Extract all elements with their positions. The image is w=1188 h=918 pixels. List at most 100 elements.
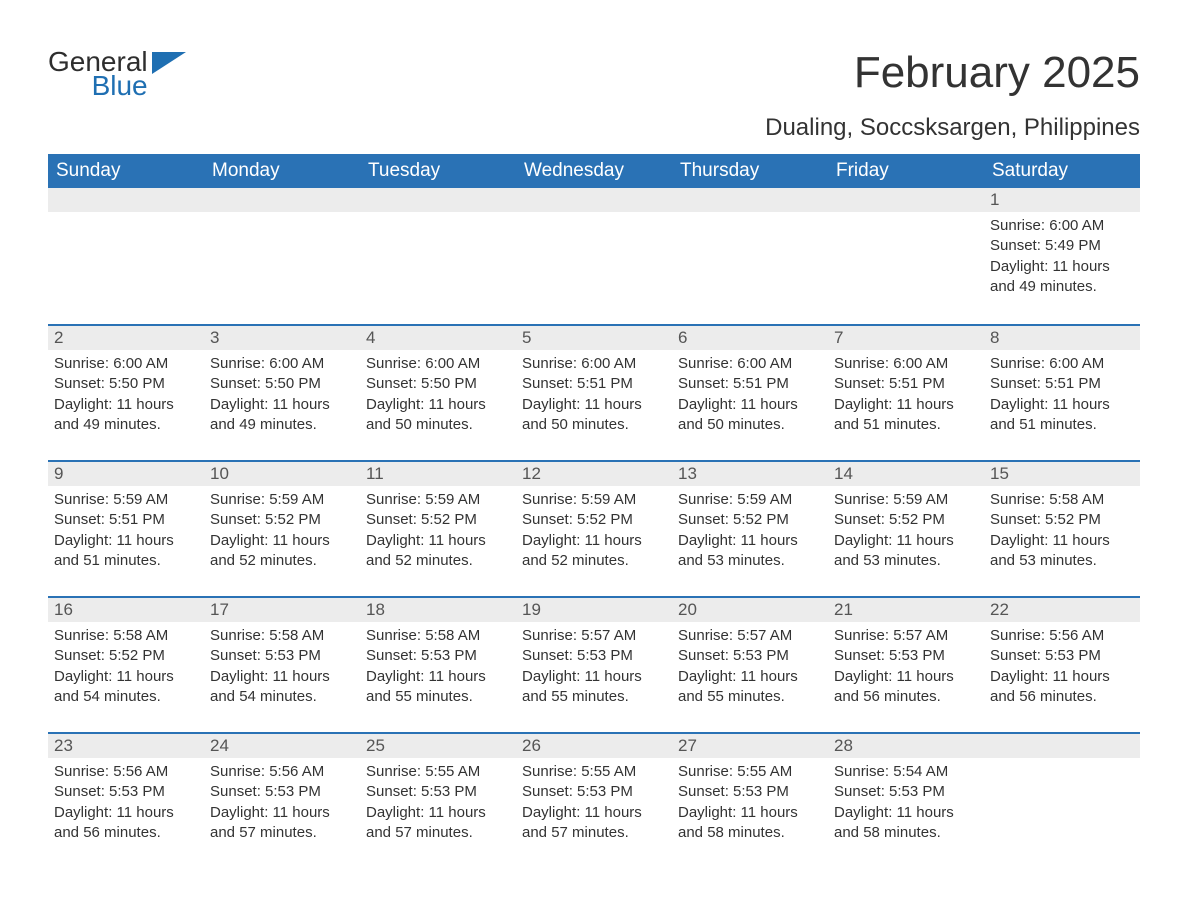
day-number: 7: [828, 326, 984, 350]
day-number: 26: [516, 734, 672, 758]
sunset-text: Sunset: 5:52 PM: [366, 510, 510, 530]
day-number: 16: [48, 598, 204, 622]
calendar-day: [204, 188, 360, 324]
calendar-day: 19 Sunrise: 5:57 AMSunset: 5:53 PMDayligh…: [516, 598, 672, 732]
sunrise-text: Sunrise: 5:57 AM: [678, 626, 822, 646]
sunset-text: Sunset: 5:52 PM: [54, 646, 198, 666]
daylight-text: Daylight: 11 hours and 49 minutes.: [54, 395, 198, 436]
sunrise-text: Sunrise: 5:58 AM: [54, 626, 198, 646]
sunrise-text: Sunrise: 5:57 AM: [522, 626, 666, 646]
day-number: [204, 188, 360, 212]
sunset-text: Sunset: 5:50 PM: [54, 374, 198, 394]
daylight-text: Daylight: 11 hours and 53 minutes.: [678, 531, 822, 572]
daylight-text: Daylight: 11 hours and 52 minutes.: [210, 531, 354, 572]
sunset-text: Sunset: 5:53 PM: [678, 646, 822, 666]
sunset-text: Sunset: 5:53 PM: [522, 646, 666, 666]
calendar-day: 27Sunrise: 5:55 AMSunset: 5:53 PMDayligh…: [672, 734, 828, 868]
daylight-text: Daylight: 11 hours and 52 minutes.: [522, 531, 666, 572]
day-number: 1: [984, 188, 1140, 212]
calendar-day: 16Sunrise: 5:58 AMSunset: 5:52 PMDayligh…: [48, 598, 204, 732]
sunset-text: Sunset: 5:52 PM: [210, 510, 354, 530]
day-number: 21: [828, 598, 984, 622]
sunrise-text: Sunrise: 6:00 AM: [834, 354, 978, 374]
day-body: Sunrise: 6:00 AMSunset: 5:50 PMDaylight:…: [204, 350, 360, 445]
day-body: [204, 212, 360, 226]
weekday-label: Friday: [828, 154, 984, 188]
sunrise-text: Sunrise: 5:59 AM: [210, 490, 354, 510]
day-body: Sunrise: 6:00 AMSunset: 5:50 PMDaylight:…: [48, 350, 204, 445]
sunset-text: Sunset: 5:52 PM: [990, 510, 1134, 530]
day-body: Sunrise: 5:55 AMSunset: 5:53 PMDaylight:…: [360, 758, 516, 853]
calendar-day: 6Sunrise: 6:00 AMSunset: 5:51 PMDaylight…: [672, 326, 828, 460]
weekday-label: Tuesday: [360, 154, 516, 188]
weekday-header: SundayMondayTuesdayWednesdayThursdayFrid…: [48, 154, 1140, 188]
day-body: Sunrise: 6:00 AMSunset: 5:51 PMDaylight:…: [672, 350, 828, 445]
sunrise-text: Sunrise: 6:00 AM: [366, 354, 510, 374]
sunrise-text: Sunrise: 5:59 AM: [522, 490, 666, 510]
day-number: 28: [828, 734, 984, 758]
weekday-label: Thursday: [672, 154, 828, 188]
day-body: [984, 758, 1140, 772]
day-body: Sunrise: 5:55 AMSunset: 5:53 PMDaylight:…: [516, 758, 672, 853]
daylight-text: Daylight: 11 hours and 49 minutes.: [210, 395, 354, 436]
day-body: Sunrise: 5:59 AMSunset: 5:51 PMDaylight:…: [48, 486, 204, 581]
calendar-day: [828, 188, 984, 324]
daylight-text: Daylight: 11 hours and 57 minutes.: [210, 803, 354, 844]
calendar-day: 22Sunrise: 5:56 AMSunset: 5:53 PMDayligh…: [984, 598, 1140, 732]
daylight-text: Daylight: 11 hours and 55 minutes.: [522, 667, 666, 708]
daylight-text: Daylight: 11 hours and 53 minutes.: [834, 531, 978, 572]
day-body: Sunrise: 5:58 AMSunset: 5:52 PMDaylight:…: [48, 622, 204, 717]
calendar-week: 9Sunrise: 5:59 AMSunset: 5:51 PMDaylight…: [48, 460, 1140, 596]
daylight-text: Daylight: 11 hours and 50 minutes.: [678, 395, 822, 436]
day-number: 20: [672, 598, 828, 622]
sunset-text: Sunset: 5:50 PM: [366, 374, 510, 394]
sunset-text: Sunset: 5:53 PM: [210, 646, 354, 666]
calendar-day: 8Sunrise: 6:00 AMSunset: 5:51 PMDaylight…: [984, 326, 1140, 460]
calendar-week: 16Sunrise: 5:58 AMSunset: 5:52 PMDayligh…: [48, 596, 1140, 732]
day-number: 24: [204, 734, 360, 758]
sunset-text: Sunset: 5:53 PM: [990, 646, 1134, 666]
day-body: Sunrise: 5:59 AMSunset: 5:52 PMDaylight:…: [828, 486, 984, 581]
calendar-day: 14Sunrise: 5:59 AMSunset: 5:52 PMDayligh…: [828, 462, 984, 596]
day-number: 2: [48, 326, 204, 350]
calendar-day: 13Sunrise: 5:59 AMSunset: 5:52 PMDayligh…: [672, 462, 828, 596]
weekday-label: Saturday: [984, 154, 1140, 188]
sunset-text: Sunset: 5:53 PM: [210, 782, 354, 802]
sunrise-text: Sunrise: 5:58 AM: [366, 626, 510, 646]
day-body: [828, 212, 984, 226]
daylight-text: Daylight: 11 hours and 56 minutes.: [834, 667, 978, 708]
calendar-day: 23Sunrise: 5:56 AMSunset: 5:53 PMDayligh…: [48, 734, 204, 868]
day-number: 25: [360, 734, 516, 758]
day-number: 19: [516, 598, 672, 622]
sunset-text: Sunset: 5:52 PM: [834, 510, 978, 530]
day-body: Sunrise: 6:00 AMSunset: 5:50 PMDaylight:…: [360, 350, 516, 445]
calendar-day: 3Sunrise: 6:00 AMSunset: 5:50 PMDaylight…: [204, 326, 360, 460]
day-body: Sunrise: 6:00 AMSunset: 5:51 PMDaylight:…: [984, 350, 1140, 445]
day-body: Sunrise: 5:55 AMSunset: 5:53 PMDaylight:…: [672, 758, 828, 853]
calendar-day: 10Sunrise: 5:59 AMSunset: 5:52 PMDayligh…: [204, 462, 360, 596]
day-number: 27: [672, 734, 828, 758]
day-body: [48, 212, 204, 226]
day-number: 18: [360, 598, 516, 622]
day-body: Sunrise: 5:59 AMSunset: 5:52 PMDaylight:…: [204, 486, 360, 581]
daylight-text: Daylight: 11 hours and 50 minutes.: [366, 395, 510, 436]
sunrise-text: Sunrise: 5:58 AM: [990, 490, 1134, 510]
daylight-text: Daylight: 11 hours and 50 minutes.: [522, 395, 666, 436]
day-number: 6: [672, 326, 828, 350]
sunrise-text: Sunrise: 5:54 AM: [834, 762, 978, 782]
day-number: [984, 734, 1140, 758]
calendar-day: 24Sunrise: 5:56 AMSunset: 5:53 PMDayligh…: [204, 734, 360, 868]
sunset-text: Sunset: 5:53 PM: [366, 646, 510, 666]
day-body: Sunrise: 5:59 AMSunset: 5:52 PMDaylight:…: [360, 486, 516, 581]
header: General Blue February 2025 Dualing, Socc…: [48, 48, 1140, 142]
calendar-day: 1Sunrise: 6:00 AMSunset: 5:49 PMDaylight…: [984, 188, 1140, 324]
sunset-text: Sunset: 5:51 PM: [522, 374, 666, 394]
sunrise-text: Sunrise: 5:59 AM: [834, 490, 978, 510]
daylight-text: Daylight: 11 hours and 55 minutes.: [366, 667, 510, 708]
logo: General Blue: [48, 48, 186, 100]
daylight-text: Daylight: 11 hours and 51 minutes.: [834, 395, 978, 436]
calendar-day: [984, 734, 1140, 868]
day-body: Sunrise: 5:56 AMSunset: 5:53 PMDaylight:…: [48, 758, 204, 853]
sunset-text: Sunset: 5:51 PM: [54, 510, 198, 530]
daylight-text: Daylight: 11 hours and 51 minutes.: [990, 395, 1134, 436]
